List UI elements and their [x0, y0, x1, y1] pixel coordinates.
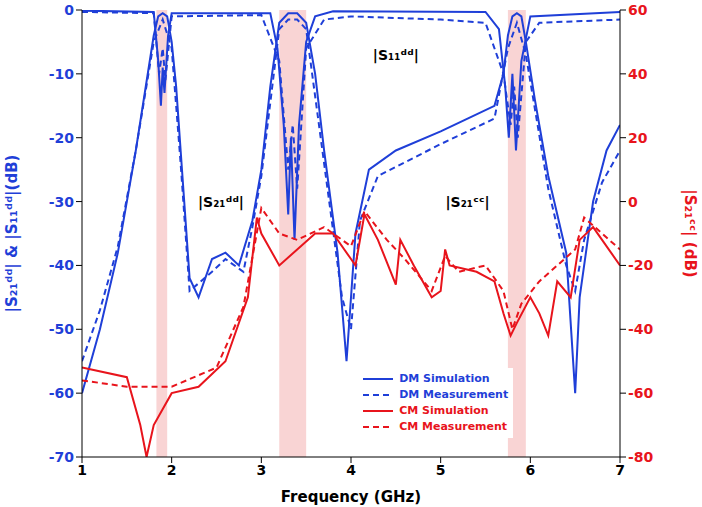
svg-text:-70: -70	[49, 449, 75, 465]
svg-text:0: 0	[628, 194, 638, 210]
svg-text:1: 1	[77, 462, 87, 478]
svg-text:60: 60	[628, 2, 648, 18]
svg-text:-60: -60	[628, 385, 654, 401]
svg-text:40: 40	[628, 66, 648, 82]
svg-text:0: 0	[64, 2, 74, 18]
svg-text:-50: -50	[49, 321, 75, 337]
svg-text:Frequency (GHz): Frequency (GHz)	[281, 488, 421, 506]
svg-text:7: 7	[615, 462, 625, 478]
svg-text:|S₂₁ᵈᵈ| & |S₁₁ᵈᵈ|(dB): |S₂₁ᵈᵈ| & |S₁₁ᵈᵈ|(dB)	[3, 155, 22, 313]
svg-text:-10: -10	[49, 66, 75, 82]
html-text:CM Measurement: CM Measurement	[399, 419, 508, 433]
svg-text:-40: -40	[628, 321, 654, 337]
svg-text:6: 6	[525, 462, 535, 478]
svg-text:2: 2	[167, 462, 177, 478]
svg-text:-30: -30	[49, 194, 75, 210]
svg-text:20: 20	[628, 130, 648, 146]
svg-text:3: 3	[256, 462, 266, 478]
svg-text:-80: -80	[628, 449, 654, 465]
svg-text:|S₁₁ᵈᵈ|: |S₁₁ᵈᵈ|	[373, 47, 419, 64]
html-text:CM Simulation: CM Simulation	[399, 403, 489, 417]
svg-text:4: 4	[346, 462, 356, 478]
svg-text:-20: -20	[49, 130, 75, 146]
svg-text:-20: -20	[628, 257, 654, 273]
svg-text:-40: -40	[49, 257, 75, 273]
svg-text:-60: -60	[49, 385, 75, 401]
svg-text:|S₂₁ᵈᵈ|: |S₂₁ᵈᵈ|	[198, 194, 244, 211]
svg-text:|S₂₁ᶜᶜ|: |S₂₁ᶜᶜ|	[445, 194, 489, 211]
html-text:DM Measurement: DM Measurement	[399, 387, 509, 401]
svg-text:5: 5	[436, 462, 446, 478]
svg-text:|S₂₁ᶜᶜ| (dB): |S₂₁ᶜᶜ| (dB)	[680, 189, 699, 277]
html-text:DM Simulation: DM Simulation	[399, 371, 490, 385]
